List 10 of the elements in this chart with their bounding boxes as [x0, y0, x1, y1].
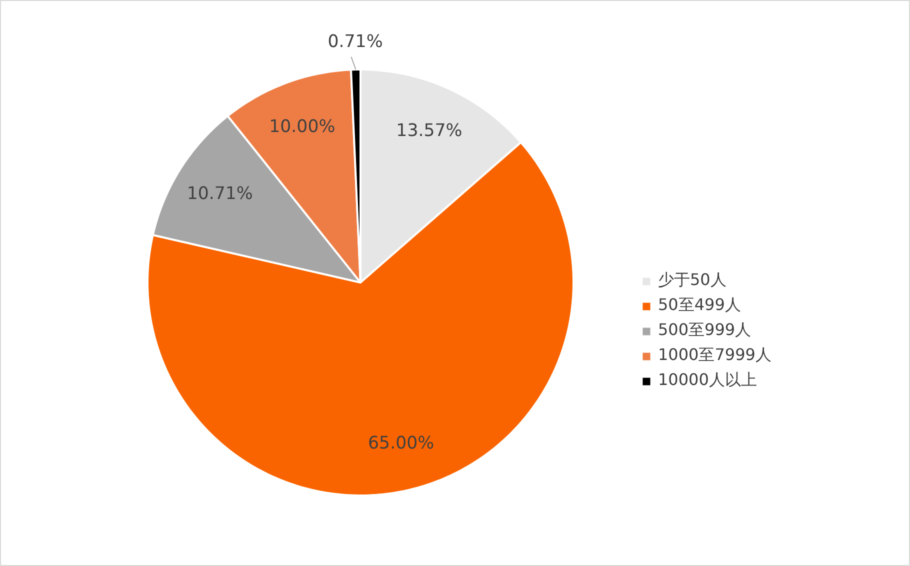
data-label: 10.71%: [186, 184, 253, 204]
data-label: 65.00%: [368, 434, 434, 454]
legend-label: 500至999人: [658, 320, 752, 341]
legend-label: 少于50人: [658, 270, 726, 291]
data-label: 0.71%: [328, 32, 383, 52]
legend-label: 10000人以上: [658, 370, 757, 391]
data-label: 13.57%: [396, 121, 462, 142]
legend-label: 1000至7999人: [658, 345, 772, 366]
data-label: 10.00%: [269, 116, 336, 137]
legend-label: 50至499人: [658, 295, 741, 316]
